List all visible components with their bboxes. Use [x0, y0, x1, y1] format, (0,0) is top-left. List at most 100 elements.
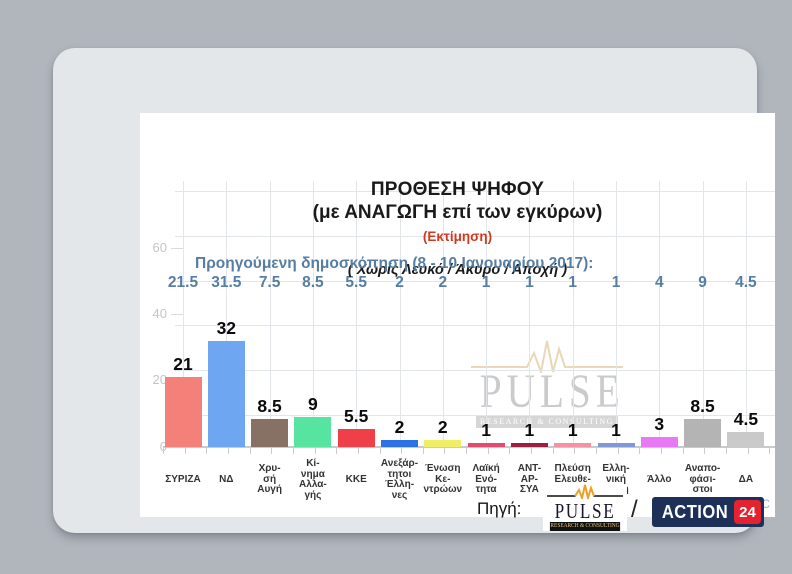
previous-poll-value: 21.5: [167, 274, 199, 291]
y-axis-label: 20: [152, 372, 167, 388]
x-axis-label: Αναπο- φάσι- στοι: [684, 463, 721, 496]
bar-value-label: 21: [173, 354, 193, 375]
x-tick: [747, 447, 749, 454]
vertical-gridline: [572, 181, 574, 447]
bar-value-label: 1: [611, 420, 621, 441]
x-axis-label: ΚΚΕ: [345, 473, 367, 485]
chart-subtitle-estimate: (Εκτίμηση): [422, 229, 493, 244]
bar: [381, 440, 418, 447]
vertical-gridline: [226, 181, 228, 447]
bar-value-label: 3: [654, 413, 665, 434]
bar-value-label: 4.5: [733, 408, 759, 429]
chart-title-line2: (με ΑΝΑΓΩΓΗ επί των εγκύρων): [312, 202, 603, 223]
x-axis-label: Άλλο: [647, 473, 672, 485]
vertical-gridline: [399, 181, 401, 447]
x-tick: [487, 447, 489, 454]
bar-value-label: 32: [216, 317, 237, 338]
vertical-gridline: [616, 181, 617, 447]
x-tick: [292, 447, 294, 454]
bar-value-label: 8.5: [690, 395, 715, 416]
pulse-logo-wordmark: PULSE: [554, 499, 616, 523]
bar: [727, 431, 765, 447]
y-axis-label: 40: [152, 306, 167, 321]
y-tick: [171, 314, 183, 315]
x-tick: [336, 447, 338, 454]
horizontal-gridline: [175, 369, 775, 371]
previous-poll-value: 9: [698, 274, 707, 291]
x-axis-label: Χρυ- σή Αυγή: [257, 463, 282, 496]
previous-poll-value: 5.5: [345, 274, 367, 291]
x-tick: [596, 447, 597, 454]
source-label: Πηγή:: [477, 499, 522, 518]
separator-slash: /: [631, 496, 638, 523]
x-tick: [314, 447, 316, 454]
horizontal-gridline: [175, 414, 775, 416]
action24-logo: ACTION 24: [652, 497, 764, 527]
x-tick: [617, 447, 619, 454]
bar-value-label: 9: [308, 393, 318, 414]
x-axis-label: ΔΑ: [738, 473, 754, 485]
bar: [684, 418, 722, 447]
y-axis-label: 0: [127, 439, 167, 454]
x-tick: [660, 447, 662, 454]
y-axis-label: 60: [152, 239, 167, 255]
previous-poll-label: Προηγούμενη δημοσκόπηση (8 - 10 Ιανουαρί…: [195, 255, 594, 272]
vertical-gridline: [659, 181, 661, 447]
x-tick: [184, 447, 186, 454]
horizontal-gridline: [175, 280, 775, 282]
bar: [207, 340, 245, 447]
vertical-gridline: [702, 181, 704, 447]
x-tick: [271, 447, 273, 454]
vertical-gridline: [183, 181, 184, 447]
vertical-gridline: [442, 181, 444, 447]
watermark-tagline: RESEARCH & CONSULTING: [476, 415, 618, 428]
bar-value-label: 1: [524, 420, 535, 441]
pulse-watermark: PULSE RESEARCH & CONSULTING: [465, 339, 629, 428]
pulse-logo-tagline: RESEARCH & CONSULTING: [549, 522, 621, 531]
previous-poll-value: 2: [395, 274, 404, 291]
previous-poll-value: 1: [611, 274, 621, 291]
chart-card: PULSE RESEARCH & CONSULTING 02040602121.…: [53, 48, 775, 533]
x-tick: [379, 447, 381, 454]
previous-poll-value: 2: [438, 274, 448, 291]
bar: [467, 443, 505, 447]
x-tick: [444, 447, 446, 454]
chart-title: ΠΡΟΘΕΣΗ ΨΗΦΟΥ: [370, 179, 545, 200]
previous-poll-value: 1: [568, 274, 577, 291]
vertical-gridline: [745, 181, 747, 447]
chart-canvas: PULSE RESEARCH & CONSULTING 02040602121.…: [140, 113, 775, 517]
bar-value-label: 2: [437, 417, 448, 438]
bar: [510, 443, 548, 447]
x-axis-label: Ένωση Κε- ντρώων: [423, 463, 463, 496]
action24-number-badge: 24: [734, 500, 761, 524]
x-axis-label: Ανεξάρ- τητοι Έλλη- νες: [380, 458, 419, 501]
horizontal-gridline: [175, 236, 775, 237]
bar-value-label: 8.5: [257, 395, 282, 416]
x-tick: [206, 447, 208, 454]
x-tick: [227, 447, 229, 454]
previous-poll-value: 4: [654, 274, 664, 291]
x-tick: [249, 447, 251, 454]
x-tick: [531, 447, 533, 454]
chart-exclusion-note: ( Χωρίς Λευκό / Άκυρο / Αποχή ): [347, 262, 568, 278]
previous-poll-value: 8.5: [302, 274, 324, 291]
bar: [597, 443, 635, 447]
vertical-gridline: [312, 181, 314, 447]
bar: [424, 440, 462, 447]
vertical-gridline: [356, 181, 358, 447]
bar: [554, 443, 592, 447]
bar-value-label: 1: [567, 420, 578, 441]
pulse-logo-waveform-icon: [547, 484, 623, 502]
vertical-gridline: [269, 181, 271, 447]
x-tick: [769, 447, 771, 454]
vertical-gridline: [529, 181, 531, 447]
x-tick: [725, 447, 727, 454]
x-tick: [574, 447, 576, 454]
x-tick: [466, 447, 468, 454]
bar: [164, 377, 202, 447]
x-axis-label: Κί- νημα Αλλα- γής: [299, 458, 327, 501]
previous-poll-value: 4.5: [735, 274, 757, 291]
x-tick: [552, 447, 554, 454]
previous-poll-value: 31.5: [211, 274, 242, 291]
